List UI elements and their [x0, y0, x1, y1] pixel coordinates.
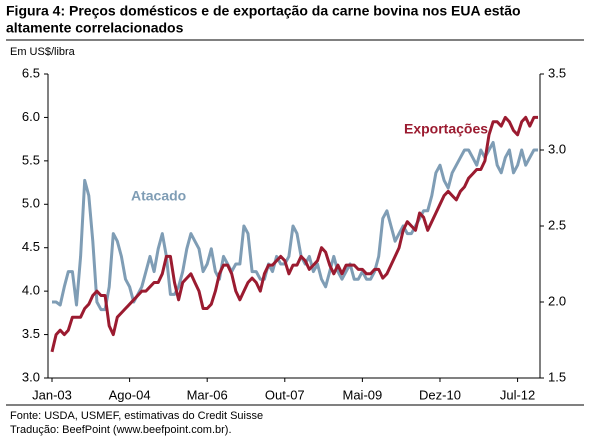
y2-tick-label: 3.5 [548, 65, 566, 80]
y-tick-label: 3.5 [22, 326, 40, 341]
x-tick-label: Mar-06 [187, 387, 228, 402]
chart-title: Figura 4: Preços domésticos e de exporta… [6, 3, 521, 19]
legend-label: Atacado [131, 188, 186, 204]
footer: Fonte: USDA, USMEF, estimativas do Credi… [10, 410, 263, 422]
y2-tick-label: 2.5 [548, 217, 566, 232]
x-tick-label: Ago-04 [109, 387, 151, 402]
y-tick-label: 5.0 [22, 196, 40, 211]
series-line [50, 115, 538, 353]
x-tick-label: Out-07 [265, 387, 305, 402]
y-tick-label: 6.5 [22, 65, 40, 80]
axis-label: Em US$/libra [10, 46, 76, 58]
y-tick-label: 4.0 [22, 283, 40, 298]
y-tick-label: 6.0 [22, 109, 40, 124]
y2-tick-label: 1.5 [548, 369, 566, 384]
y-tick-label: 3.0 [22, 369, 40, 384]
footer: Tradução: BeefPoint (www.beefpoint.com.b… [10, 424, 232, 436]
x-tick-label: Jul-12 [500, 387, 535, 402]
x-tick-label: Dez-10 [419, 387, 461, 402]
y-tick-label: 4.5 [22, 239, 40, 254]
x-tick-label: Mai-09 [343, 387, 383, 402]
legend-label: Exportações [404, 121, 488, 137]
x-tick-label: Jan-03 [32, 387, 72, 402]
chart-title: altamente correlacionados [6, 20, 184, 36]
y2-tick-label: 2.0 [548, 293, 566, 308]
series-line [52, 140, 538, 312]
y-tick-label: 5.5 [22, 152, 40, 167]
y2-tick-label: 3.0 [548, 141, 566, 156]
